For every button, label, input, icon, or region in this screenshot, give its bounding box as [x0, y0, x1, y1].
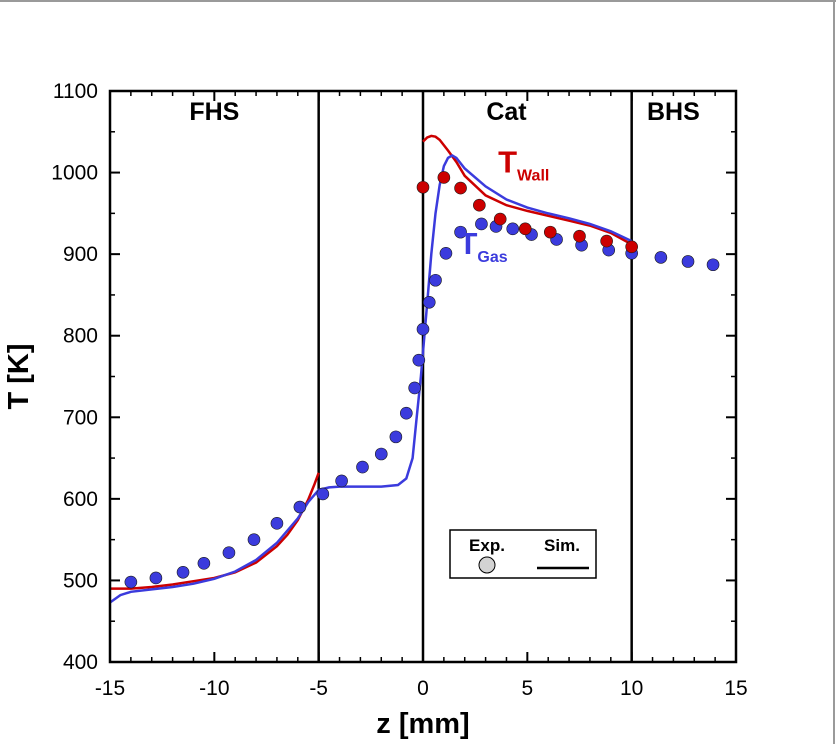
experiment-point-wall — [437, 171, 451, 184]
experiment-point-gas — [247, 533, 261, 546]
region-labels: FHS Cat BHS — [189, 98, 699, 126]
experiment-point-gas — [416, 322, 430, 336]
x-axis-title: z [mm] — [376, 708, 469, 740]
legend-exp-marker — [478, 556, 496, 574]
region-label: Cat — [486, 98, 527, 126]
series-label-subscript: Gas — [477, 249, 507, 266]
experiment-point-gas — [374, 447, 388, 461]
experiment-point-wall — [543, 225, 557, 239]
y-axis-ticks: 400 500 600 700 800 900 1000 1100 — [51, 80, 736, 674]
x-axis-ticks: -15 -10 -5 0 5 10 15 — [95, 91, 748, 700]
y-tick-label: 900 — [63, 243, 98, 266]
series-label-wall: TWall — [498, 145, 549, 185]
x-tick-label: 10 — [620, 677, 643, 700]
legend-sim-label: Sim. — [544, 536, 580, 555]
series-label-symbol: T — [498, 145, 517, 180]
legend-box — [449, 529, 597, 579]
simulation-line-wall — [422, 134, 633, 246]
experiment-point-wall — [493, 212, 507, 226]
experiment-point-gas — [506, 222, 520, 236]
experiment-point-gas — [412, 353, 426, 367]
experiment-point-gas — [197, 556, 211, 570]
experiment-point-gas — [454, 225, 467, 239]
region-label: BHS — [647, 98, 700, 126]
x-tick-label: -5 — [309, 677, 328, 700]
series-label-gas: TGas — [458, 226, 507, 266]
experiment-point-wall — [573, 229, 586, 243]
legend-exp-label: Exp. — [469, 536, 505, 555]
experiment-point-gas — [335, 474, 348, 488]
experiment-point-gas — [475, 217, 488, 231]
x-tick-label: 0 — [417, 677, 429, 700]
experiment-point-gas — [149, 571, 163, 585]
experiment-point-wall — [518, 222, 532, 236]
y-tick-label: 600 — [63, 488, 98, 511]
experiment-point-gas — [316, 487, 330, 501]
experiment-markers — [124, 171, 720, 589]
experiment-point-wall — [454, 181, 467, 195]
simulation-line-gas — [109, 153, 633, 604]
experiment-point-gas — [654, 251, 668, 264]
experiment-point-gas — [422, 295, 436, 309]
y-axis-title: T [K] — [3, 343, 35, 409]
x-tick-label: -10 — [199, 677, 229, 700]
experiment-point-gas — [408, 381, 421, 395]
y-tick-label: 1100 — [53, 80, 98, 103]
experiment-point-gas — [681, 255, 695, 268]
experiment-point-gas — [356, 460, 369, 474]
y-tick-label: 400 — [63, 651, 98, 674]
experiment-point-gas — [270, 517, 284, 530]
x-tick-label: 15 — [724, 677, 747, 700]
experiment-point-gas — [124, 575, 138, 589]
series-label-subscript: Wall — [517, 168, 549, 185]
experiment-point-gas — [389, 430, 403, 444]
x-tick-label: -15 — [95, 677, 125, 700]
series-label-symbol: T — [458, 226, 477, 261]
experiment-point-gas — [400, 406, 413, 420]
experiment-point-wall — [600, 234, 613, 248]
experiment-point-gas — [429, 273, 442, 287]
experiment-point-wall — [416, 180, 430, 194]
experiment-point-gas — [222, 546, 236, 559]
x-tick-label: 5 — [521, 677, 533, 700]
y-tick-label: 1000 — [51, 162, 98, 185]
y-tick-label: 800 — [63, 325, 98, 348]
experiment-point-gas — [439, 247, 453, 260]
y-tick-label: 700 — [63, 406, 98, 429]
region-label: FHS — [189, 98, 239, 126]
simulation-curves — [109, 134, 633, 604]
experiment-point-wall — [473, 198, 486, 212]
legend: Exp. Sim. — [449, 529, 597, 579]
experiment-point-gas — [706, 258, 720, 272]
experiment-point-wall — [625, 240, 638, 254]
y-tick-label: 500 — [63, 569, 98, 592]
experiment-point-gas — [293, 500, 307, 514]
experiment-point-gas — [176, 565, 190, 579]
